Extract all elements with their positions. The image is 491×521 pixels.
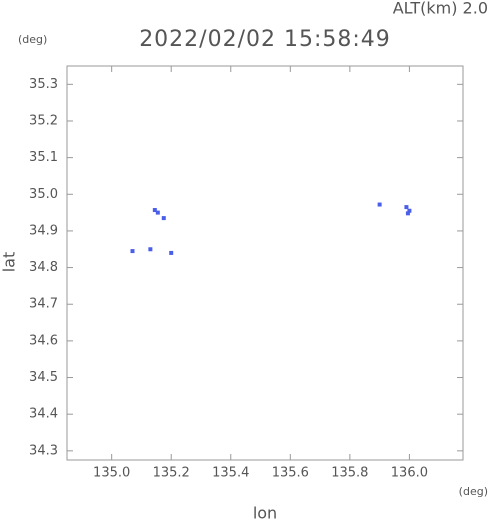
y-tick-label: 34.3 <box>29 443 58 458</box>
point <box>407 208 412 213</box>
y-tick-label: 35.2 <box>29 113 58 128</box>
point <box>377 202 382 207</box>
y-tick-label: 35.3 <box>29 77 58 92</box>
point <box>152 208 157 213</box>
x-unit: (deg) <box>459 485 488 498</box>
point <box>155 210 160 215</box>
x-tick-label: 135.6 <box>272 466 309 481</box>
x-tick-label: 135.4 <box>212 466 249 481</box>
y-tick-label: 34.8 <box>29 260 58 275</box>
point <box>169 250 174 255</box>
point <box>130 249 135 254</box>
y-unit: (deg) <box>18 33 47 46</box>
point <box>405 211 410 216</box>
y-tick-label: 34.9 <box>29 223 58 238</box>
x-tick-label: 135.8 <box>331 466 368 481</box>
y-tick-label: 34.6 <box>29 333 58 348</box>
y-label: lat <box>0 252 19 273</box>
plot-frame <box>66 65 464 461</box>
x-tick-label: 135.0 <box>93 466 130 481</box>
point <box>161 216 166 221</box>
x-tick-label: 135.2 <box>153 466 190 481</box>
point <box>404 205 409 210</box>
y-tick-label: 35.0 <box>29 187 58 202</box>
y-tick-label: 34.7 <box>29 297 58 312</box>
y-tick-label: 34.5 <box>29 370 58 385</box>
x-tick-label: 136.0 <box>391 466 428 481</box>
annotation: ALT(km) 2.0 <box>393 0 488 18</box>
y-tick-label: 35.1 <box>29 150 58 165</box>
point <box>148 247 153 252</box>
y-tick-label: 34.4 <box>29 407 58 422</box>
chart-title: 2022/02/02 15:58:49 <box>139 27 391 52</box>
x-label: lon <box>253 504 277 521</box>
